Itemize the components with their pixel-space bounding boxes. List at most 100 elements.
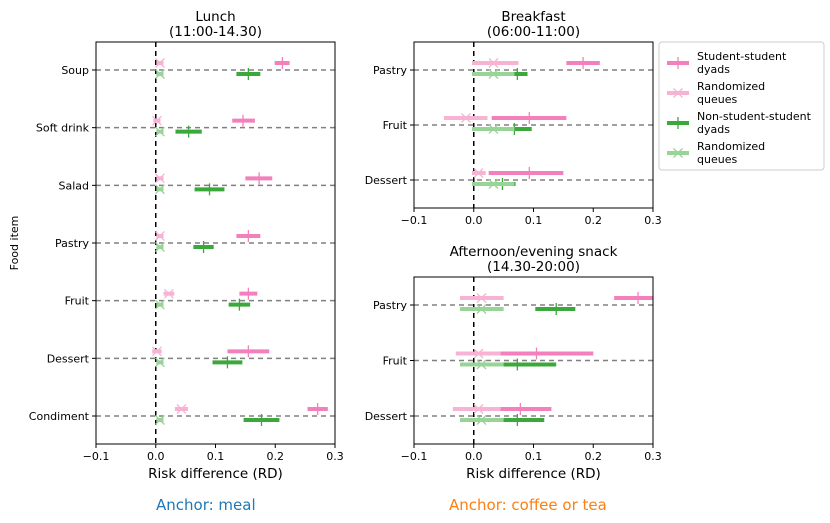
x-marker [151,346,162,357]
x-tick-label: 0.3 [644,214,662,227]
x-marker [476,304,487,314]
plot-subtitle: (11:00-14.30) [169,24,262,40]
y-tick-label: Pastry [55,237,89,250]
x-marker [154,231,165,241]
data-point [154,231,165,241]
data-point [154,173,165,184]
data-point [471,58,519,68]
x-tick-label: −0.1 [401,214,428,227]
data-point [163,288,175,299]
plot-subtitle: (14.30-20:00) [487,259,580,275]
x-marker [473,404,484,414]
x-marker [154,69,165,79]
x-marker [154,299,165,310]
y-tick-label: Salad [58,179,89,192]
data-point [174,404,189,414]
plot-title: Afternoon/evening snack [450,244,618,260]
anchor-meal-label: Anchor: meal [156,496,256,514]
x-marker [476,293,487,303]
x-tick-label: 0.3 [644,450,662,463]
y-tick-label: Dessert [365,410,408,423]
legend-x-icon [673,88,683,98]
x-marker [476,359,487,370]
data-point [471,69,515,79]
x-marker [163,288,174,299]
data-point [471,168,486,178]
legend-label: Randomized [697,80,765,93]
data-point [154,126,165,137]
x-tick-label: 0.1 [525,214,543,227]
data-point [274,57,290,69]
x-marker [154,415,165,425]
y-tick-label: Soup [61,64,89,77]
data-point [193,241,214,253]
data-point [154,299,165,310]
y-tick-label: Fruit [65,295,90,308]
legend-x-icon [673,148,683,158]
x-axis-label: Risk difference (RD) [466,466,601,482]
x-marker [154,126,165,137]
legend-label: Student-student [697,50,787,63]
x-marker [488,58,499,68]
y-tick-label: Dessert [47,352,90,365]
data-point [154,184,165,195]
legend-label: Randomized [697,140,765,153]
anchor-coffee-label: Anchor: coffee or tea [449,496,607,514]
data-point [228,298,251,311]
data-point [460,293,504,303]
x-tick-label: 0.3 [326,450,344,463]
legend-entry: Randomized queues [667,80,765,106]
x-marker [488,179,499,189]
data-point [239,287,258,300]
x-tick-label: 0.2 [585,214,603,227]
data-point [232,114,255,127]
data-point [227,345,270,358]
data-point [307,403,328,415]
x-tick-label: −0.1 [401,450,428,463]
plot-snack: Pastry Fruit Dessert −0.1 0.0 0.1 0.2 0.3 Risk d… [365,244,662,482]
x-axis-label: Risk difference (RD) [148,466,283,482]
data-point [154,58,165,68]
data-point [566,57,600,69]
y-tick-label: Dessert [365,174,408,187]
data-point [491,112,567,124]
y-tick-label: Pastry [373,299,407,312]
data-point [460,359,504,370]
y-tick-label: Fruit [383,119,408,132]
data-point [243,414,280,426]
x-tick-label: 0.0 [465,450,483,463]
x-marker [151,115,162,126]
x-marker [473,348,484,359]
x-tick-label: 0.1 [207,450,225,463]
plot-lunch: Soup Soft drink Salad Pastry Fruit Dessert Con… [29,9,344,482]
data-point [471,124,515,134]
data-point [614,292,653,304]
data-point [460,415,504,425]
x-marker [154,58,165,68]
x-tick-label: 0.0 [147,450,165,463]
x-marker [154,184,165,195]
data-point [236,230,261,242]
data-point [535,303,576,315]
plot-breakfast: Pastry Fruit Dessert −0.1 0.0 0.1 0.2 0.3 Breakf… [365,9,662,227]
plot-title: Breakfast [501,9,565,25]
x-tick-label: 0.2 [585,450,603,463]
plot-title: Lunch [195,9,235,25]
data-point [212,356,243,369]
data-point [154,415,165,425]
legend-label: Non-student-student [697,110,812,123]
plot-subtitle: (06:00-11:00) [487,24,580,40]
y-tick-label: Condiment [29,410,90,423]
data-point [151,115,162,126]
data-point [154,357,165,368]
data-point [236,68,261,80]
y-tick-label: Fruit [383,355,408,368]
x-marker [154,357,165,368]
x-tick-label: 0.2 [267,450,285,463]
legend-entry: Randomized queues [667,140,765,166]
x-tick-label: 0.1 [525,450,543,463]
legend-label: queues [697,153,737,166]
